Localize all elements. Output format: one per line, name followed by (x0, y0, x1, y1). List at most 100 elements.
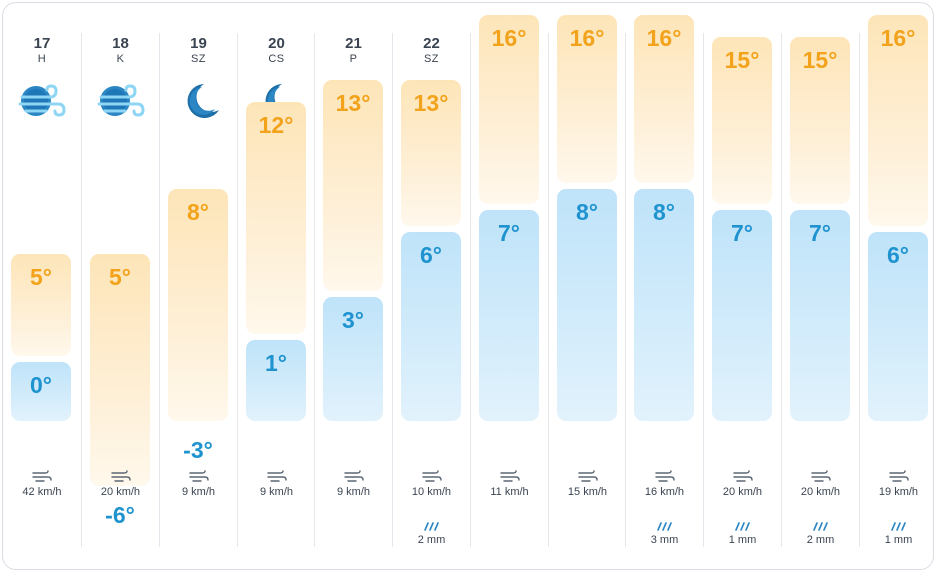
wind-icon (111, 469, 131, 483)
min-temp-label: 0° (30, 372, 52, 398)
day-date: 21 (345, 35, 362, 52)
min-temp-bar: 7° (479, 210, 539, 421)
min-temp-bar: 1° (246, 340, 306, 421)
day-column[interactable]: 27CS15°7°20 km/h2 mm (781, 33, 859, 547)
max-temp-label: 16° (646, 25, 682, 52)
min-temp-bar: 6° (401, 231, 461, 421)
max-temp-label: 16° (569, 25, 605, 52)
wind-icon (32, 469, 52, 483)
rain-icon (889, 518, 909, 531)
wind-speed: 16 km/h (644, 486, 685, 498)
rain-icon (811, 518, 831, 531)
max-temp-label: 5° (109, 263, 131, 290)
precipitation-amount: 2 mm (417, 534, 446, 546)
max-temp-label: 15° (724, 46, 760, 73)
min-temp-bar: 8° (634, 188, 694, 421)
day-column[interactable]: 21 P 13° 3° 9 km/h (314, 33, 392, 547)
day-weekday: SZ (423, 53, 440, 65)
wind-speed: 10 km/h (411, 486, 452, 498)
wind-icon (733, 469, 753, 483)
rain-icon (733, 518, 753, 531)
day-column[interactable]: 24H16°8°15 km/h (548, 15, 626, 547)
day-column[interactable]: 25K16°8°16 km/h3 mm (625, 15, 703, 547)
max-temp-label: 16° (491, 25, 527, 52)
min-temp-label: 8° (653, 198, 675, 225)
day-weekday: SZ (190, 53, 207, 65)
rain-icon (655, 518, 675, 531)
wind-speed: 15 km/h (567, 486, 608, 498)
windy-icon (16, 77, 68, 125)
min-temp-label: 8° (576, 198, 598, 225)
max-temp-label: 15° (802, 46, 838, 73)
wind-speed: 20 km/h (800, 486, 841, 498)
min-temp-bar: 3° (323, 296, 383, 421)
day-column[interactable]: 18 K 5° -6° 20 km/h (81, 33, 159, 547)
wind-icon (344, 469, 364, 483)
max-temp-label: 13° (413, 90, 449, 117)
day-weekday: K (116, 53, 125, 65)
min-temp-label: -3° (183, 437, 213, 463)
day-column[interactable]: 22 SZ 13° 6° 10 km/h 2 mm (392, 33, 470, 547)
day-date: 19 (190, 35, 207, 52)
clear-night-icon (173, 77, 225, 125)
max-temp-bar: 5° (90, 253, 150, 486)
wind-speed: 11 km/h (490, 486, 529, 498)
day-column[interactable]: 28P16°6°19 km/h1 mm (859, 15, 933, 547)
wind-icon (889, 469, 909, 483)
min-temp-label: 1° (265, 350, 287, 377)
wind-icon (267, 469, 287, 483)
day-date: 20 (268, 35, 285, 52)
precipitation-amount: 1 mm (884, 534, 913, 546)
day-date: 18 (112, 35, 129, 52)
wind-icon (578, 469, 598, 483)
min-temp-label: 6° (420, 241, 442, 268)
day-column[interactable]: 20 CS 12° 1° 9 km/h (237, 33, 315, 547)
precipitation-amount: 2 mm (806, 534, 835, 546)
wind-icon (500, 469, 520, 483)
max-temp-label: 16° (880, 25, 916, 52)
day-column[interactable]: 19 SZ 8° -3° 9 km/h (159, 33, 237, 547)
min-temp-bar: 7° (790, 210, 850, 421)
min-temp-label: 7° (809, 220, 831, 247)
min-temp-bar: 7° (712, 210, 772, 421)
min-temp-label: -6° (105, 502, 135, 528)
max-temp-bar: 16° (868, 15, 928, 226)
min-temp-label: 3° (342, 306, 364, 333)
day-weekday: P (349, 53, 358, 65)
wind-speed: 20 km/h (722, 486, 763, 498)
min-temp-bar: 6° (868, 231, 928, 421)
day-column[interactable]: 23V16°7°11 km/h (470, 15, 548, 547)
min-temp-label: 6° (887, 241, 909, 268)
max-temp-bar: 16° (557, 15, 617, 183)
max-temp-bar: 8° (168, 188, 228, 421)
precipitation-amount: 1 mm (728, 534, 757, 546)
min-temp-label: 7° (498, 220, 520, 247)
wind-speed: 20 km/h (100, 486, 141, 498)
max-temp-bar: 16° (479, 15, 539, 205)
day-column[interactable]: 26SZ15°7°20 km/h1 mm (703, 33, 781, 547)
max-temp-label: 8° (187, 198, 209, 225)
precipitation-amount: 3 mm (650, 534, 679, 546)
max-temp-bar: 16° (634, 15, 694, 183)
max-temp-bar: 5° (11, 253, 71, 356)
wind-speed: 19 km/h (878, 486, 919, 498)
wind-speed: 42 km/h (22, 486, 62, 498)
wind-icon (811, 469, 831, 483)
day-date: 22 (423, 35, 440, 52)
wind-icon (655, 469, 675, 483)
day-column[interactable]: 17 H 5° 0° 42 km/h (3, 33, 81, 547)
max-temp-label: 5° (30, 263, 52, 290)
max-temp-bar: 15° (790, 36, 850, 205)
day-weekday: H (37, 53, 47, 65)
wind-icon (189, 469, 209, 483)
wind-speed: 9 km/h (259, 486, 293, 498)
min-temp-bar: 8° (557, 188, 617, 421)
wind-speed: 9 km/h (181, 486, 215, 498)
min-temp-label: 7° (731, 220, 753, 247)
wind-icon (422, 469, 442, 483)
windy-icon (95, 77, 147, 125)
max-temp-bar: 13° (323, 80, 383, 291)
max-temp-bar: 12° (246, 101, 306, 335)
min-temp-bar: 0° (11, 362, 71, 421)
